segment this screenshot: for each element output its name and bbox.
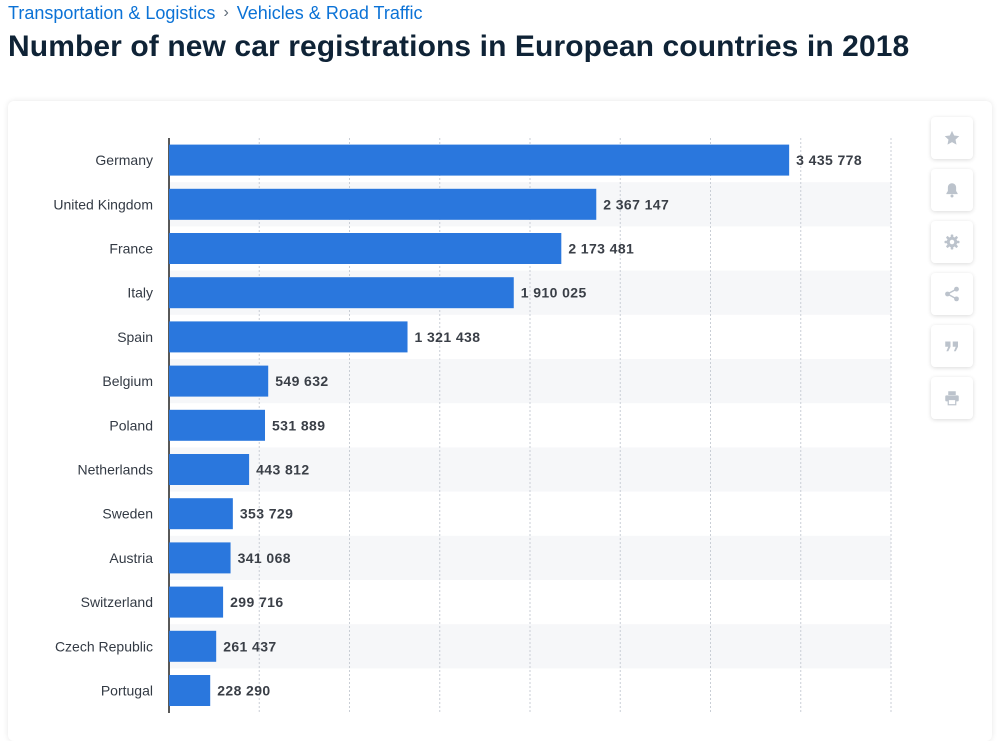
bell-icon <box>946 183 958 198</box>
value-label: 3 435 778 <box>796 152 862 168</box>
value-label: 443 812 <box>256 462 309 478</box>
category-label: Czech Republic <box>55 638 153 654</box>
share-icon <box>945 286 959 302</box>
gear-icon <box>944 234 960 250</box>
bar[interactable] <box>169 675 211 706</box>
bar[interactable] <box>169 498 233 530</box>
breadcrumb-item-transportation-logistics[interactable]: Transportation & Logistics <box>8 2 216 23</box>
category-label: Italy <box>127 285 153 301</box>
quote-icon <box>945 341 958 352</box>
print-button[interactable] <box>931 377 973 419</box>
breadcrumb: Transportation & Logistics › Vehicles & … <box>8 2 423 24</box>
bar[interactable] <box>169 321 408 353</box>
value-label: 531 889 <box>272 417 325 433</box>
breadcrumb-separator: › <box>223 4 229 21</box>
star-icon <box>944 130 960 145</box>
bar[interactable] <box>169 188 597 220</box>
category-label: Austria <box>109 550 153 566</box>
category-label: Spain <box>117 329 153 345</box>
print-icon <box>945 391 959 406</box>
value-label: 1 321 438 <box>415 329 481 345</box>
value-label: 299 716 <box>230 594 283 610</box>
bar[interactable] <box>169 454 250 485</box>
value-label: 2 367 147 <box>603 196 669 212</box>
chart-toolbar <box>931 117 973 419</box>
value-label: 353 729 <box>240 506 293 522</box>
category-label: France <box>109 241 153 257</box>
favorite-button[interactable] <box>931 117 973 159</box>
category-label: Belgium <box>102 373 153 389</box>
bar[interactable] <box>169 277 514 309</box>
value-label: 2 173 481 <box>568 241 634 257</box>
bar-chart: Germany 3 435 778 United Kingdom 2 367 147 F… <box>53 138 892 713</box>
value-label: 1 910 025 <box>521 285 587 301</box>
category-label: United Kingdom <box>53 196 153 212</box>
bar[interactable] <box>169 586 224 618</box>
category-label: Sweden <box>102 506 153 522</box>
value-label: 261 437 <box>223 638 276 654</box>
bar[interactable] <box>169 542 231 574</box>
notification-button[interactable] <box>931 169 973 211</box>
share-button[interactable] <box>931 273 973 315</box>
value-label: 549 632 <box>275 373 328 389</box>
bar[interactable] <box>169 233 562 264</box>
bar[interactable] <box>169 365 269 397</box>
value-label: 228 290 <box>217 683 270 699</box>
category-label: Germany <box>95 152 153 168</box>
bar[interactable] <box>169 630 217 662</box>
cite-button[interactable] <box>931 325 973 367</box>
settings-button[interactable] <box>931 221 973 263</box>
category-label: Poland <box>109 417 153 433</box>
page-title: Number of new car registrations in Europ… <box>8 30 910 63</box>
category-label: Switzerland <box>81 594 153 610</box>
bar[interactable] <box>169 144 790 176</box>
value-label: 341 068 <box>238 550 291 566</box>
breadcrumb-item-vehicles-road-traffic[interactable]: Vehicles & Road Traffic <box>236 2 423 23</box>
category-label: Netherlands <box>78 462 154 478</box>
bar[interactable] <box>169 409 266 441</box>
category-label: Portugal <box>101 683 153 699</box>
